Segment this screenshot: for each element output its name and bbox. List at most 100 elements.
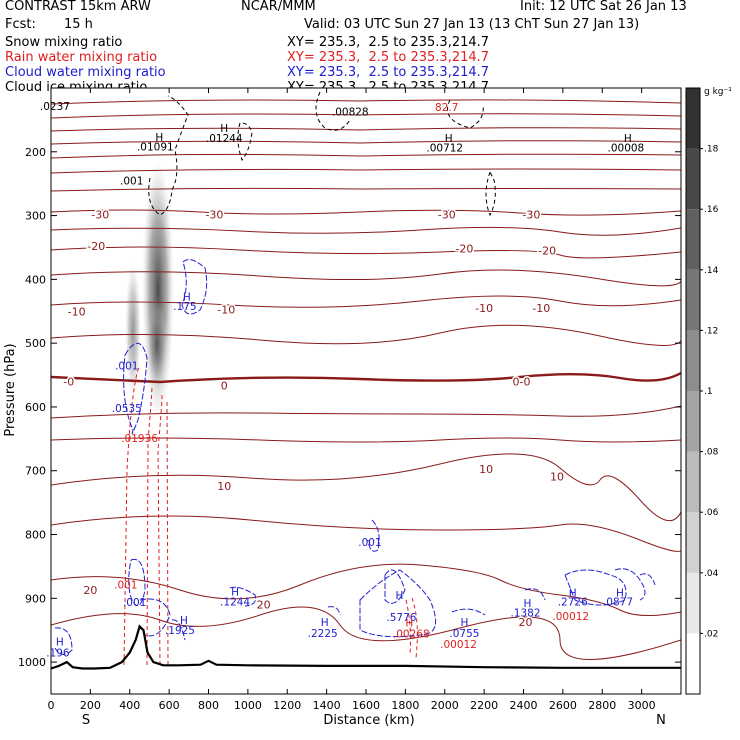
field-snow: Snow mixing ratio [5, 35, 123, 50]
isotherm-plus-20 [51, 563, 681, 616]
temperature-label: -30 [522, 208, 540, 221]
colorbar-tick-label: .02 [704, 629, 718, 639]
high-marker: H [523, 598, 531, 610]
x-tick-label: 2200 [470, 699, 498, 712]
cloud-ice-contour [148, 95, 189, 216]
colorbar: .02 .04 .06 .08 .1 .12 .14 .16 .18 [685, 87, 719, 695]
colorbar-segment [686, 512, 700, 573]
cloud-water-contour [181, 259, 208, 315]
max-value-label: .5776 [386, 612, 416, 624]
high-marker: H [180, 615, 188, 627]
x-tick-label: 0 [48, 699, 55, 712]
x-tick-label: 1200 [273, 699, 301, 712]
field-cloud-water: Cloud water mixing ratio [5, 65, 166, 80]
cloud-water-contour [639, 573, 656, 586]
x-tick-label: 1000 [234, 699, 262, 712]
high-marker: H [396, 590, 404, 602]
isotherm-minus-5 [51, 324, 681, 347]
y-tick-label: 200 [25, 146, 46, 159]
valid-time: Valid: 03 UTC Sun 27 Jan 13 (13 ChT Sun … [304, 17, 640, 32]
cloud-water-contour [54, 627, 73, 655]
temperature-label: -20 [87, 240, 105, 253]
x-tick-label: 600 [159, 699, 180, 712]
isotherm-plus-10 [51, 453, 681, 522]
max-value-label: .1244 [220, 597, 250, 609]
max-value-label: .196 [46, 648, 70, 660]
cloud-water-contour [614, 568, 646, 601]
isotherm-plus-15 [51, 515, 681, 552]
x-tick-label: 1600 [352, 699, 380, 712]
x-axis: 0 200 400 600 800 1000 1200 1400 1600 1800 2000 220… [48, 88, 656, 712]
xy-rain: XY= 235.3, 2.5 to 235.3,214.7 [287, 50, 490, 65]
isotherm-zero [51, 371, 681, 384]
high-marker: H [321, 617, 329, 629]
forecast-hour: 15 h [64, 17, 93, 32]
cloud-ice-contour [485, 170, 496, 217]
endpoint-north: N [656, 713, 666, 728]
max-value-label: .00712 [426, 142, 463, 154]
y-tick-label: 900 [25, 592, 46, 605]
high-marker: H [460, 617, 468, 629]
cloud-water-contour [128, 558, 146, 607]
cloud-water-contour [384, 569, 406, 604]
y-axis-label: Pressure (hPa) [3, 343, 18, 436]
max-value-label: .001 [114, 579, 137, 591]
y-tick-label: 400 [25, 273, 46, 286]
isotherm-plus-5b [51, 437, 681, 443]
high-marker: H [231, 586, 239, 598]
max-value-label: .0535 [112, 403, 142, 415]
colorbar-tick-label: .12 [704, 326, 718, 336]
cloud-water-contour [359, 569, 437, 638]
temperature-label: 10 [217, 480, 231, 493]
temperature-label: -0 [63, 375, 74, 388]
isotherm [51, 187, 681, 192]
temperature-label: -20 [538, 245, 556, 258]
xy-cloud-water: XY= 235.3, 2.5 to 235.3,214.7 [287, 65, 490, 80]
terrain-line [51, 624, 681, 670]
colorbar-segment [686, 209, 700, 270]
high-marker: H [183, 292, 191, 304]
max-value-label: .1925 [165, 625, 195, 637]
max-value-label: .0237 [40, 101, 70, 113]
colorbar-tick-label: .14 [704, 266, 719, 276]
y-tick-label: 600 [25, 401, 46, 414]
temperature-label: -10 [68, 305, 86, 318]
cloud-ice-contour [447, 99, 484, 129]
temperature-label: -30 [91, 208, 109, 221]
isotherm-plus-5 [51, 405, 681, 419]
high-marker: H [445, 133, 453, 145]
max-value-label: .175 [173, 301, 196, 313]
colorbar-segment [686, 451, 700, 513]
max-value-label: .00012 [552, 611, 589, 623]
center-label: NCAR/MMM [241, 0, 316, 14]
colorbar-unit: g kg⁻¹ [704, 87, 732, 97]
max-value-label: .0877 [603, 597, 633, 609]
max-value-label: .001 [123, 597, 146, 609]
y-tick-label: 1000 [18, 656, 46, 669]
cloud-ice-contour [315, 91, 351, 131]
isotherm [51, 99, 681, 105]
isotherm [51, 168, 681, 174]
isotherm-minus-30 [51, 209, 681, 216]
colorbar-segment [686, 572, 700, 634]
y-tick-label: 800 [25, 529, 46, 542]
max-value-label: .001 [358, 537, 381, 549]
x-tick-label: 2800 [588, 699, 616, 712]
rain-contour [157, 394, 163, 666]
temperature-label: 0 [221, 379, 228, 392]
colorbar-tick-label: .04 [704, 569, 719, 579]
x-tick-label: 3000 [628, 699, 656, 712]
high-marker: H [616, 588, 624, 600]
cloud-water-contours [54, 259, 656, 655]
y-tick-label: 300 [25, 210, 46, 223]
high-marker: H [56, 637, 64, 649]
temperature-labels: -30 -30 -30 -30 -20 -20 -20 -10 -10 -10 -10 -0 0 0-0 1… [62, 207, 566, 631]
cloud-water-contour [564, 569, 627, 606]
snow-shading [125, 160, 174, 420]
cloud-water-contour [123, 342, 148, 434]
isotherm-minus-25 [51, 226, 681, 236]
temperature-label: 0-0 [513, 375, 531, 388]
temperature-label: -10 [217, 303, 235, 316]
